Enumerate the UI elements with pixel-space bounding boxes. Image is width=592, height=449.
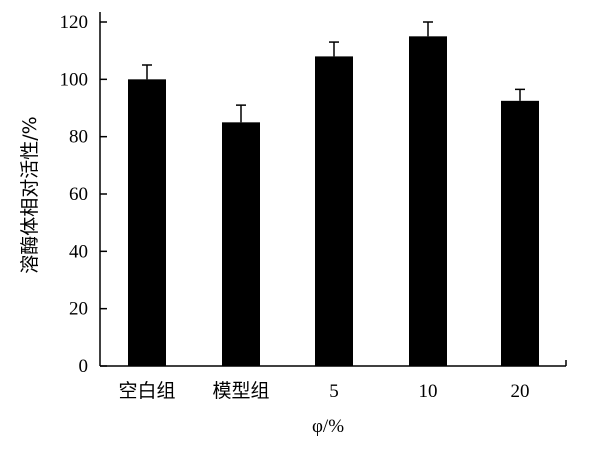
y-tick-label: 80 — [69, 127, 88, 148]
x-tick-label: 模型组 — [212, 380, 269, 402]
y-tick-label: 120 — [60, 12, 89, 33]
x-tick-label: 10 — [419, 381, 438, 402]
y-axis-ticks: 0 20 40 60 80 100 120 — [60, 12, 107, 377]
bar — [501, 100, 539, 366]
bar — [222, 122, 260, 366]
x-tick-label: 20 — [511, 381, 530, 402]
bar — [128, 79, 166, 366]
plot-area — [99, 12, 566, 367]
bar — [409, 36, 447, 366]
x-axis-labels: 空白组 模型组 5 10 20 — [118, 360, 567, 402]
x-tick-label: 空白组 — [118, 380, 175, 402]
x-axis-title: φ/% — [312, 416, 344, 437]
y-tick-label: 20 — [69, 299, 88, 320]
y-axis-title: 溶酶体相对活性/% — [19, 116, 41, 273]
bar — [315, 56, 353, 367]
y-tick-label: 0 — [79, 356, 89, 377]
x-tick-label: 5 — [329, 381, 339, 402]
y-tick-label: 40 — [69, 241, 88, 262]
y-tick-label: 100 — [60, 69, 89, 90]
y-tick-label: 60 — [69, 184, 88, 205]
